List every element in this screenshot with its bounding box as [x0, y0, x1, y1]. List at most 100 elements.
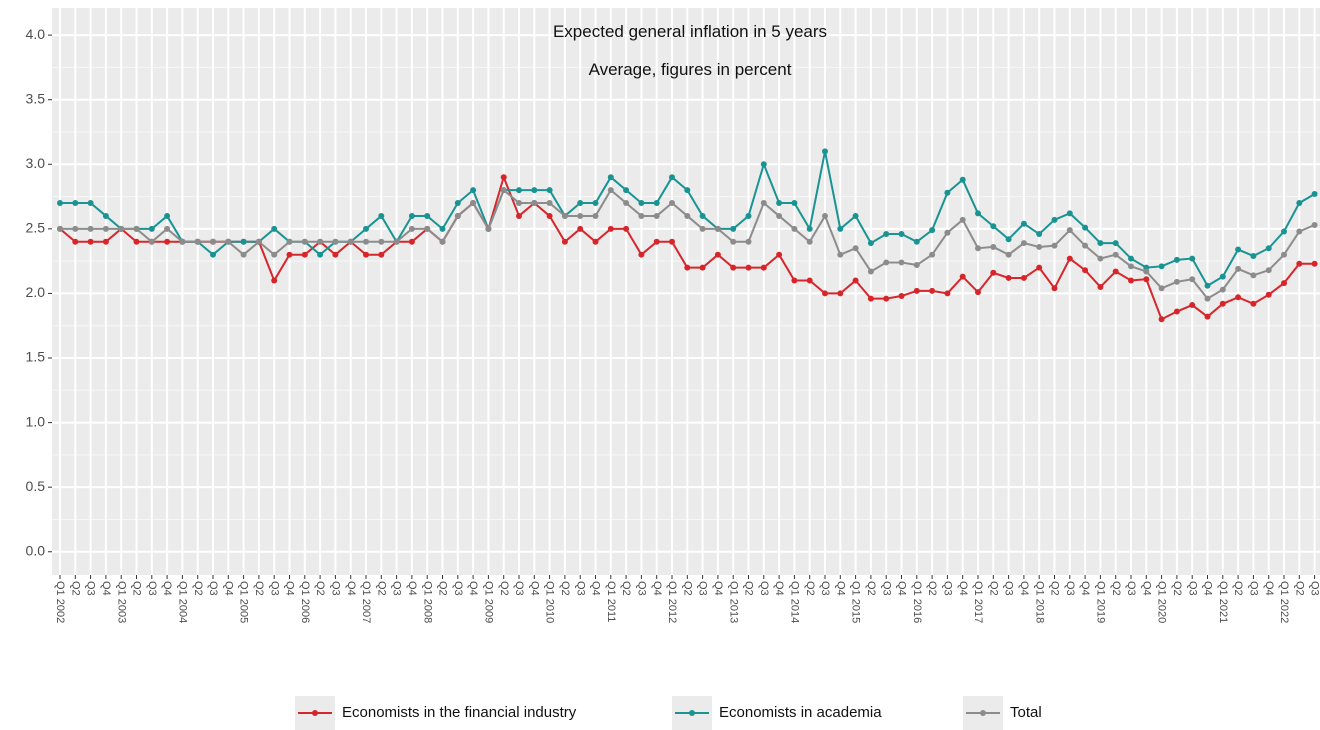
x-tick-label: Q1 2011	[605, 581, 617, 622]
x-tick-label: Q3	[880, 581, 892, 596]
x-tick-label: Q1 2016	[911, 581, 923, 623]
x-tick-label: Q1 2009	[482, 581, 494, 623]
data-point	[179, 238, 186, 245]
data-point	[1066, 227, 1073, 234]
x-tick-label: Q3	[391, 581, 403, 596]
data-point	[1219, 286, 1226, 293]
data-point	[607, 187, 614, 194]
x-tick-label: Q1 2020	[1156, 581, 1168, 623]
x-tick-label: Q2	[804, 581, 816, 596]
data-point	[959, 216, 966, 223]
data-point	[1020, 240, 1027, 247]
data-point	[730, 225, 737, 232]
data-point	[332, 251, 339, 258]
x-tick-label: Q2	[253, 581, 265, 596]
data-point	[776, 212, 783, 219]
data-point	[684, 264, 691, 271]
data-point	[363, 238, 369, 245]
data-point	[1143, 268, 1150, 275]
data-point	[454, 212, 461, 219]
y-tick-label: 2.0	[26, 284, 46, 300]
data-point	[378, 251, 385, 258]
data-point	[210, 251, 216, 258]
data-point	[378, 212, 385, 219]
data-point	[516, 212, 522, 219]
data-point	[1189, 276, 1196, 283]
data-point	[164, 225, 171, 232]
data-point	[1265, 291, 1272, 298]
data-point	[898, 293, 905, 300]
data-point	[776, 251, 783, 258]
data-point	[883, 295, 890, 302]
data-point	[164, 212, 171, 219]
data-point	[1097, 240, 1104, 247]
chart-title: Expected general inflation in 5 years	[553, 22, 827, 41]
data-point	[745, 264, 752, 271]
x-tick-label: Q2	[69, 581, 81, 596]
data-point	[1036, 243, 1043, 250]
data-point	[271, 225, 278, 232]
x-tick-label: Q3	[1064, 581, 1076, 596]
x-tick-label: Q3	[574, 581, 586, 596]
data-point	[500, 187, 507, 194]
data-point	[776, 200, 783, 207]
data-point	[684, 212, 691, 219]
data-point	[730, 238, 737, 245]
data-point	[516, 200, 522, 207]
x-tick-label: Q3	[85, 581, 97, 596]
data-point	[102, 238, 109, 245]
data-point	[837, 290, 844, 297]
data-point	[1066, 210, 1073, 217]
data-point	[102, 225, 109, 232]
data-point	[1265, 245, 1272, 252]
x-tick-label: Q3	[207, 581, 219, 596]
x-tick-label: Q3	[329, 581, 341, 596]
x-tick-label: Q3	[1003, 581, 1015, 596]
y-tick-label: 4.0	[26, 26, 46, 42]
x-tick-label: Q1 2019	[1094, 581, 1106, 623]
data-point	[148, 238, 155, 245]
x-tick-label: Q4	[1263, 581, 1275, 596]
data-point	[623, 200, 630, 207]
data-point	[1097, 283, 1104, 290]
data-point	[301, 251, 308, 258]
x-tick-label: Q1 2018	[1033, 581, 1045, 623]
data-point	[669, 200, 675, 207]
x-tick-label: Q4	[957, 581, 969, 596]
data-point	[607, 174, 614, 181]
data-point	[531, 187, 538, 194]
data-point	[87, 200, 94, 207]
legend-dot	[980, 710, 986, 716]
data-point	[133, 238, 140, 245]
x-tick-label: Q4	[100, 581, 112, 596]
data-point	[561, 212, 568, 219]
data-point	[1296, 228, 1303, 235]
data-point	[1311, 221, 1318, 228]
data-point	[500, 174, 507, 181]
data-point	[57, 225, 63, 232]
data-point	[929, 227, 936, 234]
x-tick-label: Q2	[192, 581, 204, 596]
data-point	[699, 212, 706, 219]
x-tick-label: Q1 2007	[360, 581, 372, 623]
data-point	[1036, 264, 1043, 271]
x-tick-label: Q1 2006	[299, 581, 311, 623]
data-point	[1143, 276, 1150, 283]
data-point	[1235, 265, 1242, 272]
data-point	[1204, 282, 1211, 289]
data-point	[638, 200, 645, 207]
data-point	[1112, 268, 1119, 275]
x-tick-label: Q2	[1293, 581, 1305, 596]
x-tick-label: Q3	[452, 581, 464, 596]
x-tick-label: Q2	[559, 581, 571, 596]
data-point	[959, 273, 966, 280]
data-point	[990, 223, 997, 230]
x-tick-label: Q4	[345, 581, 357, 596]
data-point	[1051, 216, 1058, 223]
data-point	[1311, 190, 1318, 197]
data-point	[255, 238, 262, 245]
data-point	[653, 238, 660, 245]
data-point	[699, 264, 706, 271]
data-point	[424, 212, 431, 219]
